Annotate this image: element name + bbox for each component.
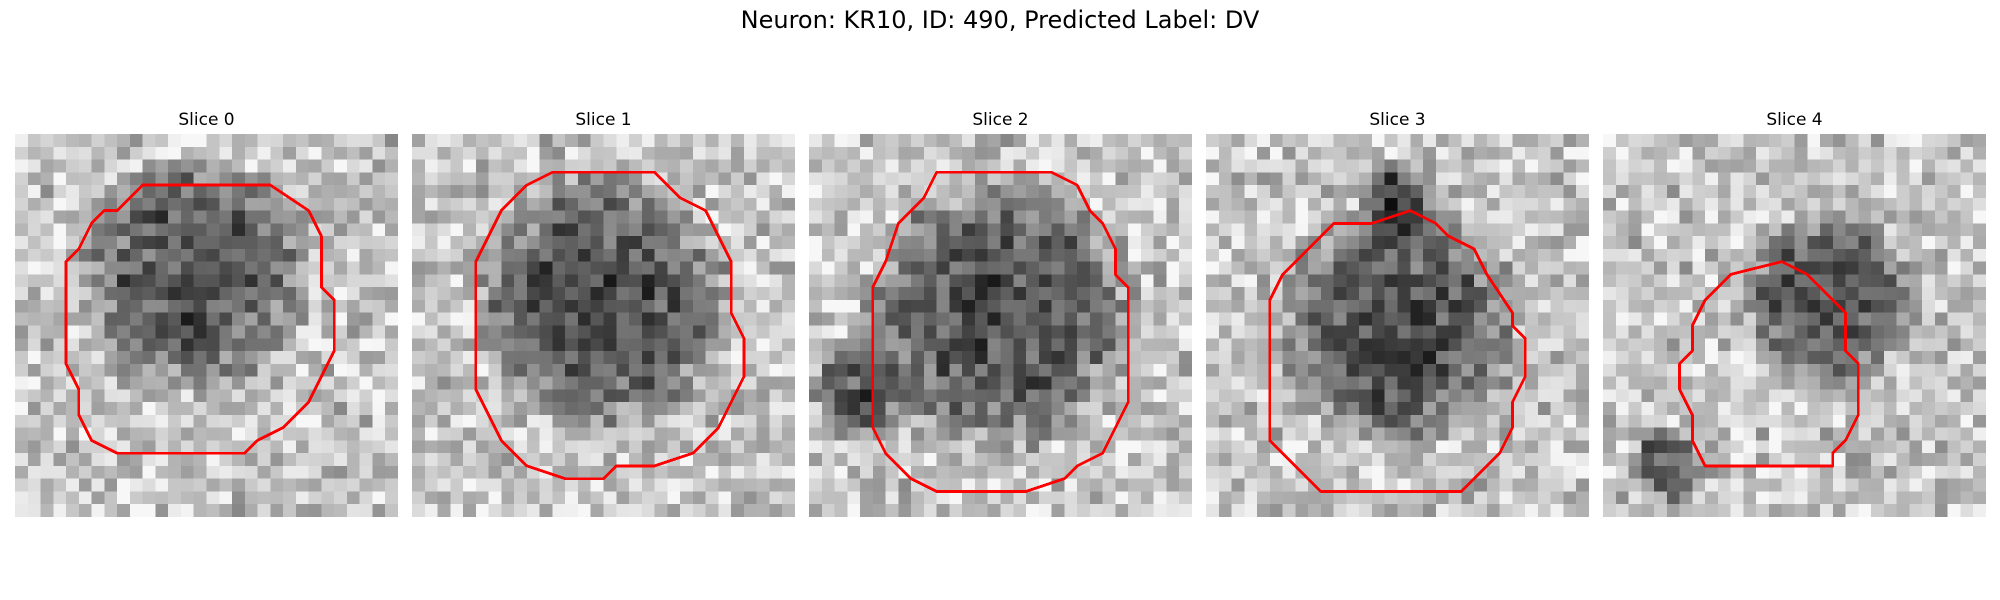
cell-outline — [1678, 260, 1860, 468]
slice-title: Slice 3 — [1369, 110, 1426, 130]
cell-outline — [871, 170, 1130, 493]
slice-image — [15, 134, 398, 517]
figure-title: Neuron: KR10, ID: 490, Predicted Label: … — [740, 6, 1260, 34]
slice-image — [412, 134, 795, 517]
slice-title: Slice 0 — [178, 110, 235, 130]
cell-outline — [1268, 209, 1527, 493]
cell-outline — [64, 183, 336, 455]
slice-panel: Slice 4 — [1603, 108, 1986, 517]
slice-title: Slice 1 — [575, 110, 632, 130]
pixel-grid — [412, 134, 795, 517]
slice-title: Slice 4 — [1766, 110, 1823, 130]
slice-image — [1206, 134, 1589, 517]
pixel-grid — [809, 134, 1192, 517]
slice-title: Slice 2 — [972, 110, 1029, 130]
slice-panel: Slice 3 — [1206, 108, 1589, 517]
slice-image — [809, 134, 1192, 517]
slice-image — [1603, 134, 1986, 517]
pixel-grid — [1206, 134, 1589, 517]
pixel-grid — [1603, 134, 1986, 517]
slice-panel: Slice 1 — [412, 108, 795, 517]
pixel-grid — [15, 134, 398, 517]
cell-outline — [474, 170, 746, 481]
slice-panel: Slice 2 — [809, 108, 1192, 517]
slice-panel: Slice 0 — [15, 108, 398, 517]
